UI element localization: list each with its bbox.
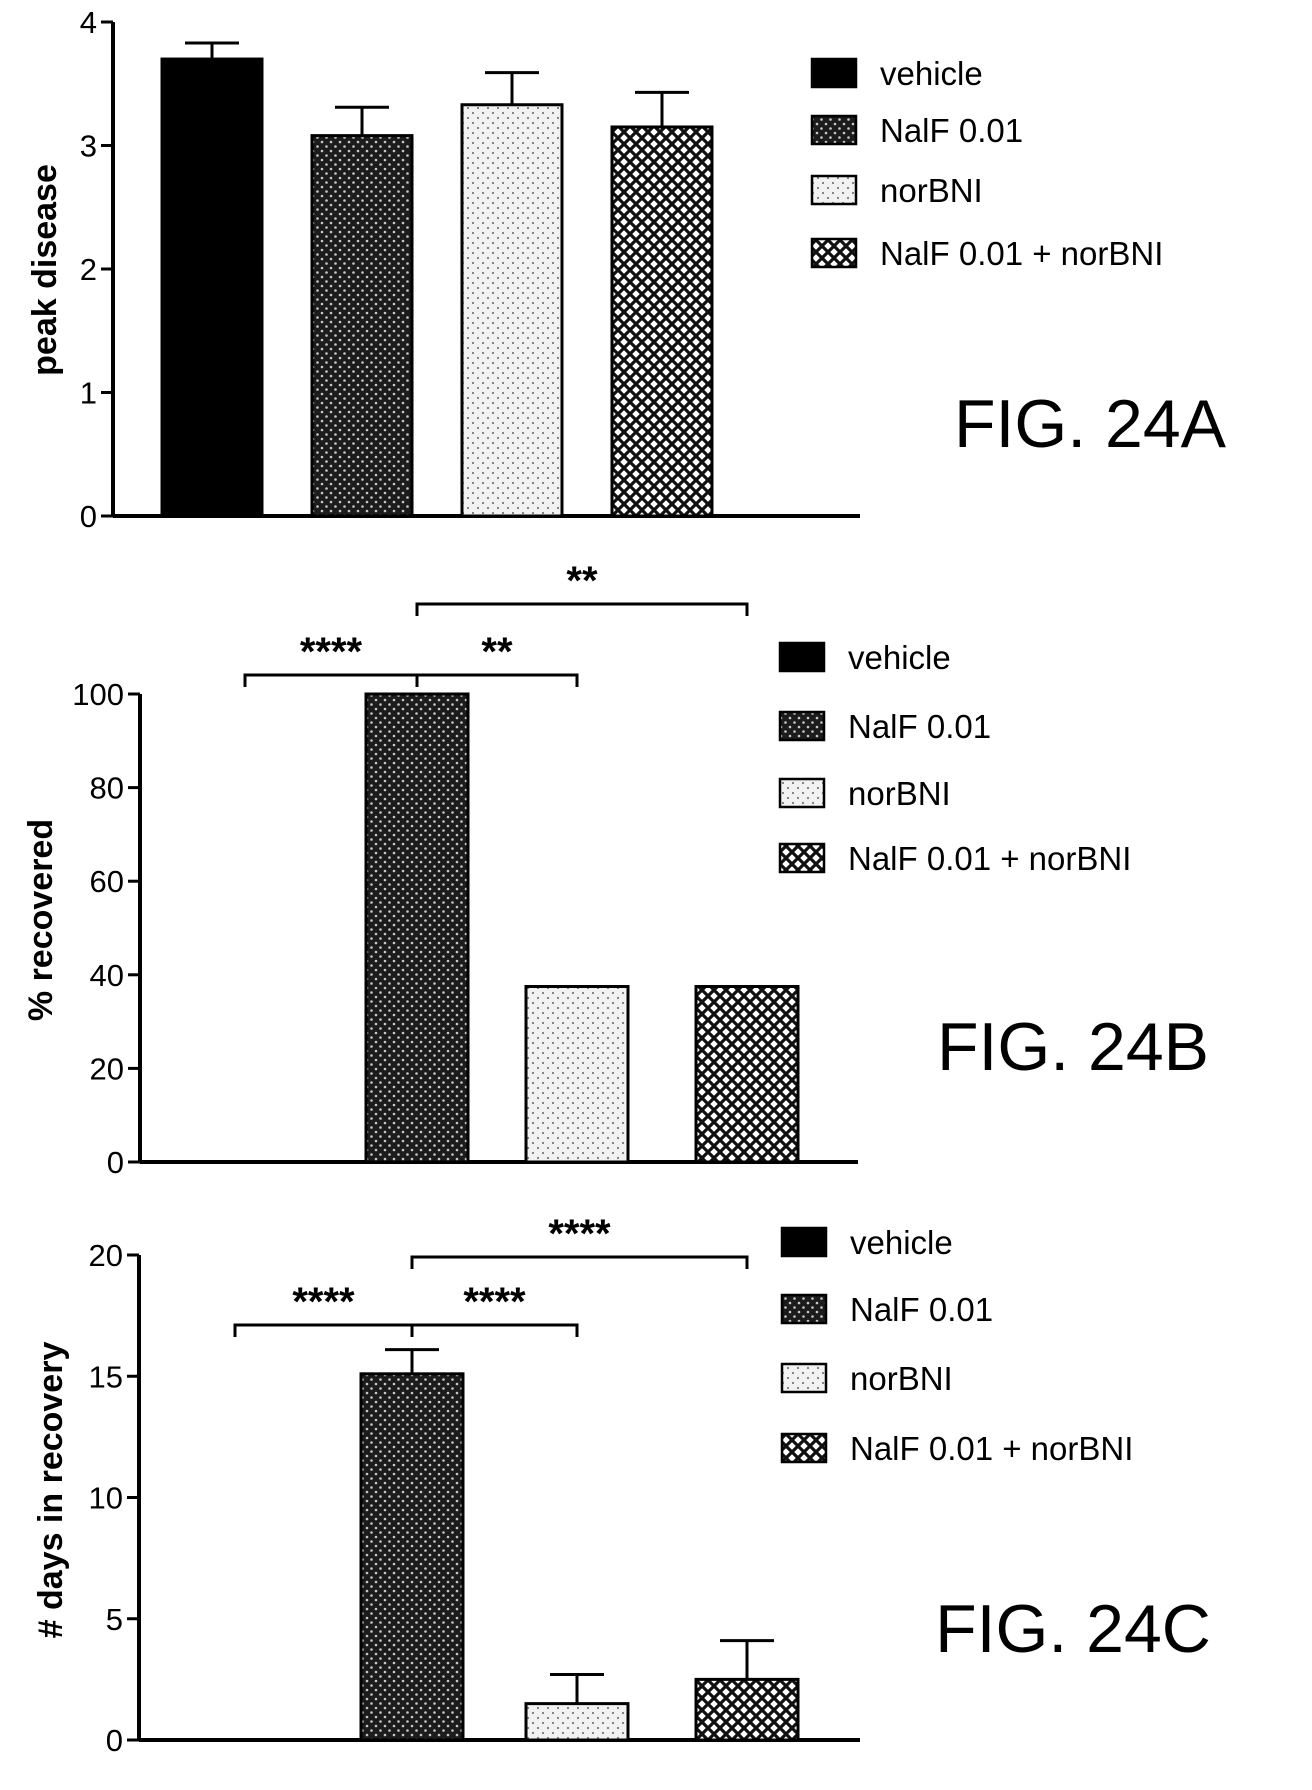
legend-label-vehicle: vehicle: [880, 55, 983, 92]
bar-norbni: [524, 985, 630, 1164]
y-tick-label: 4: [80, 5, 97, 40]
figure-label: FIG. 24C: [935, 1591, 1211, 1667]
legend-label-norbni: norBNI: [880, 172, 983, 209]
bar-nalf-norbni: [694, 985, 800, 1164]
legend-label-nalf-norbni: NalF 0.01 + norBNI: [880, 235, 1163, 272]
legend-swatch-norbni: [810, 174, 858, 206]
panel-fig-24a: 0 1 2 3 4 peak disease vehicle NalF 0.01 norBN…: [26, 5, 1227, 534]
y-tick-label: 10: [89, 1481, 123, 1516]
legend: vehicle NalF 0.01 norBNI NalF 0.01 + norBNI: [810, 55, 1163, 272]
bars: [359, 1372, 800, 1742]
legend-swatch-vehicle: [810, 57, 858, 89]
significance-label: ****: [548, 1212, 611, 1256]
legend-label-nalf: NalF 0.01: [880, 112, 1023, 149]
significance-label: **: [566, 559, 598, 603]
bar-norbni: [524, 1702, 630, 1742]
significance-label: ****: [300, 630, 363, 674]
legend-label-norbni: norBNI: [850, 1360, 953, 1397]
panel-fig-24c: 0 5 10 15 20 # days in recovery vehicle NalF …: [32, 1212, 1211, 1758]
y-tick-label: 15: [89, 1359, 123, 1394]
y-axis-label: # days in recovery: [32, 1342, 70, 1639]
significance-bracket: [415, 602, 749, 616]
legend-swatch-norbni: [778, 777, 826, 809]
legend: vehicle NalF 0.01 norBNI NalF 0.01 + norBNI: [780, 1224, 1133, 1467]
significance-bracket: [410, 1323, 579, 1337]
bars: [364, 692, 800, 1164]
legend-swatch-vehicle: [780, 1226, 828, 1258]
y-tick-label: 60: [90, 864, 124, 899]
y-tick-label: 100: [72, 677, 124, 712]
significance-brackets: ****** **: [243, 559, 749, 687]
significance-brackets: **** **** ****: [233, 1212, 749, 1337]
legend-label-norbni: norBNI: [848, 775, 951, 812]
y-axis-label: % recovered: [22, 819, 60, 1021]
legend-label-nalf-norbni: NalF 0.01 + norBNI: [848, 840, 1131, 877]
y-tick-label: 5: [106, 1602, 123, 1637]
bar-nalf: [364, 692, 470, 1164]
y-tick-label: 80: [90, 771, 124, 806]
y-tick-label: 0: [107, 1145, 124, 1180]
y-axis-label: peak disease: [26, 164, 64, 376]
y-tick-label: 20: [89, 1238, 123, 1273]
y-tick-label: 1: [80, 376, 97, 411]
error-bars: [185, 41, 689, 136]
significance-bracket: [415, 673, 579, 687]
significance-bracket: [410, 1255, 749, 1269]
figure-label: FIG. 24A: [954, 386, 1227, 462]
legend-swatch-nalf: [778, 710, 826, 742]
legend-label-vehicle: vehicle: [848, 639, 951, 676]
legend-label-nalf: NalF 0.01: [850, 1291, 993, 1328]
legend-swatch-nalf: [810, 114, 858, 146]
y-ticks: 0 1 2 3 4: [80, 5, 113, 534]
y-tick-label: 20: [90, 1051, 124, 1086]
y-tick-label: 2: [80, 252, 97, 287]
legend-swatch-vehicle: [778, 641, 826, 673]
significance-bracket: [233, 1323, 579, 1337]
y-ticks: 0 5 10 15 20: [89, 1238, 139, 1758]
bar-vehicle: [160, 57, 264, 518]
legend-label-vehicle: vehicle: [850, 1224, 953, 1261]
bar-nalf: [310, 134, 414, 518]
significance-label: **: [481, 630, 513, 674]
bar-nalf-norbni: [694, 1677, 800, 1742]
bar-norbni: [460, 103, 564, 518]
figure-label: FIG. 24B: [937, 1009, 1209, 1085]
significance-label: ****: [292, 1280, 355, 1324]
bars: [160, 57, 714, 518]
y-ticks: 0 20 40 60 80 100: [72, 677, 140, 1180]
legend-swatch-nalf-norbni: [780, 1432, 828, 1464]
legend-swatch-nalf: [780, 1293, 828, 1325]
legend-swatch-nalf-norbni: [778, 842, 826, 874]
panel-fig-24b: 0 20 40 60 80 100 % recovered vehicle NalF 0.0…: [22, 559, 1209, 1180]
y-tick-label: 0: [80, 499, 97, 534]
y-tick-label: 40: [90, 958, 124, 993]
legend: vehicle NalF 0.01 norBNI NalF 0.01 + norBNI: [778, 639, 1131, 877]
significance-bracket: [243, 673, 579, 687]
legend-swatch-nalf-norbni: [810, 237, 858, 269]
y-tick-label: 3: [80, 129, 97, 164]
error-bars: [385, 1348, 774, 1704]
legend-label-nalf-norbni: NalF 0.01 + norBNI: [850, 1430, 1133, 1467]
y-tick-label: 0: [106, 1723, 123, 1758]
bar-nalf: [359, 1372, 465, 1742]
significance-label: ****: [463, 1280, 526, 1324]
legend-label-nalf: NalF 0.01: [848, 708, 991, 745]
legend-swatch-norbni: [780, 1362, 828, 1394]
bar-nalf-norbni: [610, 125, 714, 518]
